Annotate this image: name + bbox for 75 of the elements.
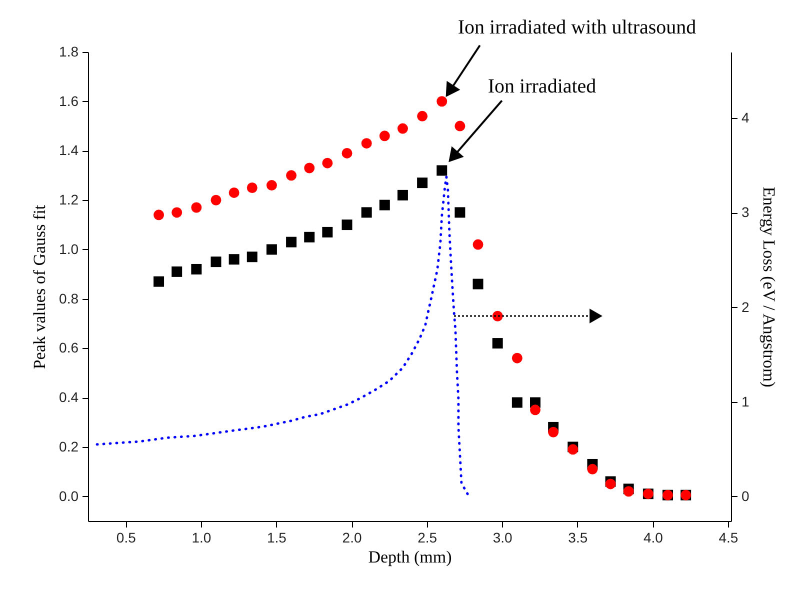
point [304,232,315,242]
x-tick-label: 4.5 [718,530,738,546]
y2-axis-title: Energy Loss (eV / Angstrom) [759,186,778,388]
point [361,138,372,149]
point [304,162,315,174]
point [210,194,222,206]
y2-tick-label: 3 [742,204,750,220]
point [342,220,352,230]
x-axis-title: Depth (mm) [368,548,452,566]
point [472,278,484,290]
x-tick-label: 2.5 [418,530,438,546]
point [246,252,258,262]
point [512,352,522,364]
y-axis-title: Peak values of Gauss fit [30,204,50,370]
point [266,244,277,255]
x-tick-label: 4.0 [643,530,664,546]
point [397,190,408,200]
point [154,210,164,220]
x-tick-label: 0.5 [116,530,136,546]
point [286,236,297,248]
point [605,478,616,490]
y-tick-label: 1.4 [59,142,79,158]
point [454,120,466,132]
point [154,276,164,287]
y2-tick-label: 4 [742,110,750,126]
y-tick-label: 0.4 [59,389,79,406]
point [379,200,390,210]
point [417,110,428,122]
point [512,397,522,408]
y2-tick-label: 0 [742,488,750,504]
y2-tick-label: 1 [742,393,750,410]
x-tick-label: 3.0 [492,530,513,546]
y-tick-label: 0.2 [59,438,79,454]
annotation: Ion irradiated with ultrasound [458,16,696,38]
point [436,165,448,176]
point [568,444,578,455]
y-tick-label: 0.6 [59,340,79,356]
point [191,202,202,213]
x-tick-label: 1.0 [192,530,212,546]
point [436,96,448,107]
point [342,148,352,158]
point [286,170,297,181]
y-tick-label: 0.0 [59,488,79,504]
point [228,254,240,265]
point [266,180,277,191]
point [417,178,428,188]
point [361,207,372,218]
point [322,158,333,168]
point [228,187,240,198]
y-tick-label: 1.2 [59,192,79,208]
point [379,130,390,142]
point [492,310,503,322]
point [397,123,408,134]
point [172,207,182,218]
y-tick-label: 1.8 [59,44,79,60]
point [530,404,540,416]
point [623,486,634,497]
x-tick-label: 1.5 [266,530,287,546]
x-tick-label: 3.5 [568,530,588,546]
y2-tick-label: 2 [742,298,750,315]
point [454,207,466,218]
annotation: Ion irradiated [488,76,596,98]
point [191,264,202,274]
point [322,226,333,238]
y-tick-label: 0.8 [59,290,79,306]
point [587,464,598,474]
point [210,256,222,268]
y-tick-label: 1.0 [59,240,79,257]
point [172,266,182,277]
point [246,182,258,193]
point [492,338,503,349]
point [548,426,559,438]
y-tick-label: 1.6 [59,92,79,109]
x-tick-label: 2.0 [342,530,362,546]
point [472,239,484,250]
